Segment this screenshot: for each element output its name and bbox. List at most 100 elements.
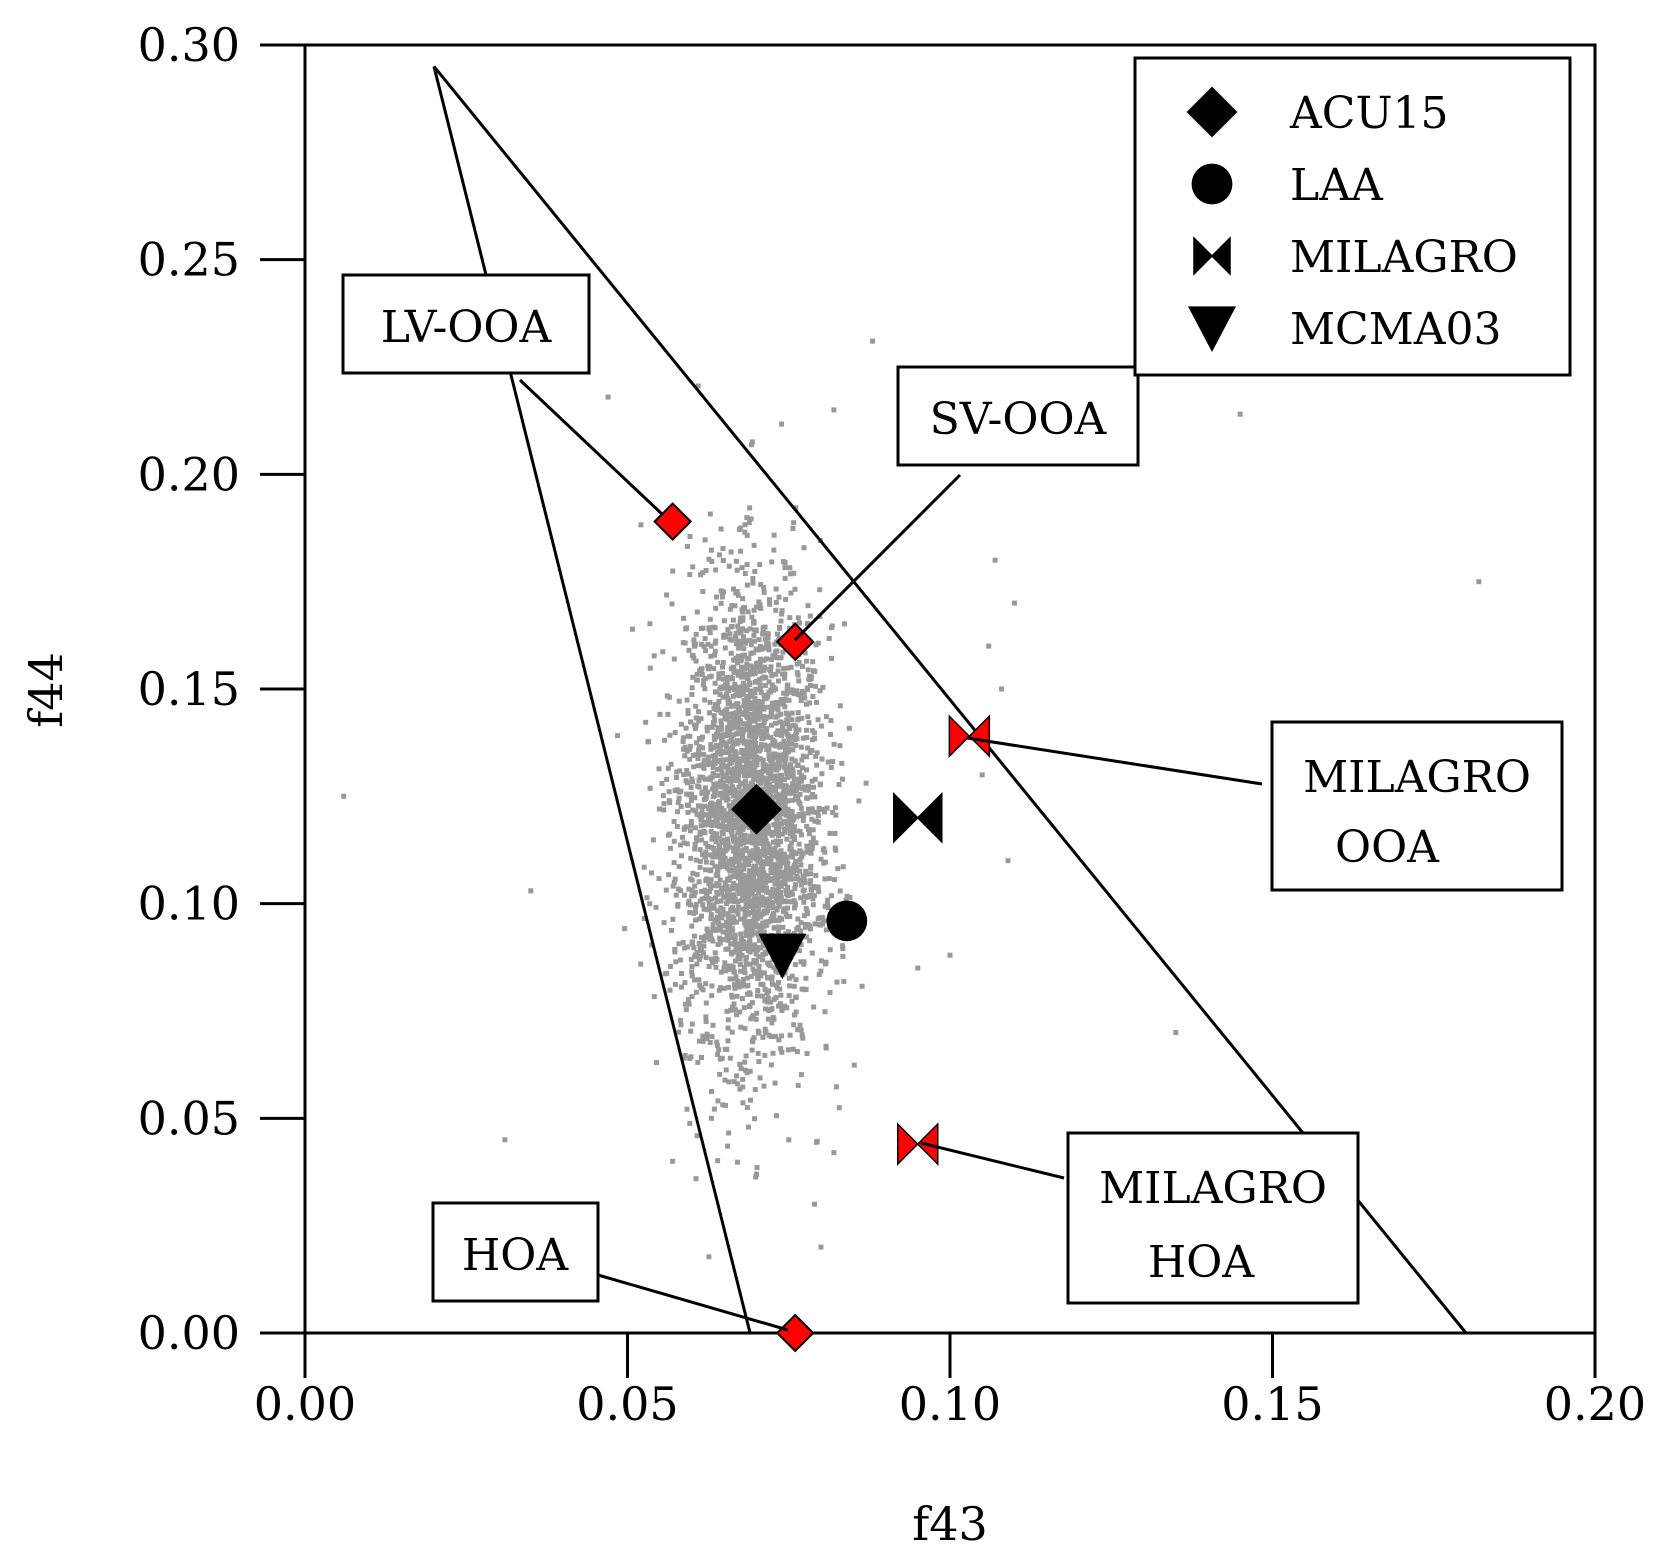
y-tick-label: 0.20 bbox=[138, 447, 240, 501]
cloud-point bbox=[778, 697, 784, 703]
cloud-point bbox=[718, 726, 724, 732]
cloud-point bbox=[774, 853, 780, 859]
cloud-point bbox=[748, 903, 754, 909]
cloud-point bbox=[808, 878, 814, 884]
cloud-point bbox=[796, 948, 802, 954]
cloud-point bbox=[788, 785, 794, 791]
cloud-point bbox=[738, 888, 744, 894]
cloud-point bbox=[738, 833, 744, 839]
cloud-point bbox=[766, 1032, 772, 1038]
cloud-point bbox=[775, 668, 781, 674]
cloud-point bbox=[718, 751, 724, 757]
cloud-point bbox=[791, 983, 797, 989]
cloud-point bbox=[791, 777, 797, 783]
cloud-point bbox=[789, 840, 795, 846]
cloud-point bbox=[772, 1080, 778, 1086]
cloud-point bbox=[749, 742, 755, 748]
cloud-point bbox=[784, 771, 790, 777]
cloud-point bbox=[689, 973, 695, 979]
cloud-point bbox=[765, 635, 771, 641]
cloud-point bbox=[806, 784, 811, 789]
cloud-point bbox=[745, 676, 751, 681]
cloud-point bbox=[808, 683, 813, 688]
cloud-point bbox=[739, 664, 744, 670]
cloud-point bbox=[750, 782, 756, 788]
cloud-point bbox=[748, 688, 753, 694]
cloud-point bbox=[739, 747, 745, 753]
cloud-point bbox=[701, 938, 707, 944]
cloud-point bbox=[740, 996, 745, 1002]
cloud-point bbox=[776, 662, 782, 668]
cloud-point bbox=[690, 807, 696, 813]
cloud-point bbox=[685, 809, 691, 815]
cloud-point bbox=[692, 883, 698, 889]
cloud-point bbox=[724, 675, 729, 680]
cloud-point bbox=[686, 886, 692, 892]
cloud-outlier bbox=[870, 338, 876, 344]
cloud-point bbox=[775, 758, 781, 764]
cloud-point bbox=[788, 762, 793, 768]
cloud-point bbox=[802, 787, 808, 793]
cloud-point bbox=[716, 671, 722, 677]
cloud-point bbox=[763, 838, 769, 844]
cloud-point bbox=[794, 828, 800, 834]
cloud-point bbox=[680, 735, 686, 741]
cloud-point bbox=[727, 928, 733, 934]
cloud-point bbox=[764, 900, 770, 906]
cloud-point bbox=[804, 849, 810, 855]
cloud-point bbox=[804, 871, 810, 877]
cloud-point bbox=[715, 854, 721, 860]
cloud-point bbox=[654, 1060, 659, 1066]
cloud-point bbox=[761, 970, 767, 976]
cloud-point bbox=[731, 775, 737, 781]
cloud-point bbox=[789, 998, 795, 1004]
cloud-point bbox=[704, 1031, 710, 1037]
series-markers bbox=[731, 783, 943, 980]
cloud-point bbox=[789, 851, 794, 856]
cloud-point bbox=[706, 674, 712, 680]
cloud-point bbox=[742, 838, 748, 844]
legend-marker-laa bbox=[1191, 163, 1233, 205]
cloud-point bbox=[768, 976, 774, 982]
cloud-point bbox=[750, 898, 756, 904]
cloud-point bbox=[704, 724, 710, 730]
cloud-point bbox=[800, 1035, 806, 1041]
cloud-point bbox=[798, 693, 804, 699]
cloud-outlier bbox=[502, 1137, 508, 1143]
cloud-point bbox=[814, 699, 819, 705]
cloud-point bbox=[792, 860, 798, 866]
cloud-point bbox=[735, 883, 741, 889]
cloud-point bbox=[780, 811, 785, 817]
cloud-point bbox=[712, 790, 718, 796]
cloud-point bbox=[711, 755, 717, 761]
cloud-point bbox=[720, 794, 726, 799]
cloud-point bbox=[782, 760, 788, 766]
cloud-point bbox=[760, 757, 766, 763]
cloud-point bbox=[726, 714, 732, 720]
cloud-point bbox=[757, 923, 763, 929]
cloud-point bbox=[706, 625, 712, 631]
cloud-point bbox=[737, 1061, 743, 1067]
hoa-callout-line bbox=[597, 1273, 789, 1332]
cloud-point bbox=[700, 902, 706, 908]
cloud-point bbox=[770, 839, 776, 845]
cloud-point bbox=[717, 927, 723, 933]
cloud-point bbox=[761, 720, 767, 725]
cloud-point bbox=[779, 831, 785, 837]
cloud-point bbox=[727, 898, 733, 904]
cloud-point bbox=[678, 788, 684, 794]
annotation-box bbox=[1270, 720, 1564, 892]
cloud-point bbox=[756, 778, 761, 784]
cloud-point bbox=[814, 750, 820, 756]
cloud-point bbox=[750, 580, 756, 586]
cloud-point bbox=[710, 922, 716, 928]
cloud-point bbox=[833, 847, 839, 853]
cloud-point bbox=[722, 645, 728, 651]
cloud-point bbox=[712, 811, 718, 817]
cloud-point bbox=[775, 899, 781, 905]
cloud-outlier bbox=[999, 686, 1005, 692]
cloud-point bbox=[720, 676, 726, 682]
cloud-point bbox=[761, 584, 767, 590]
cloud-point bbox=[790, 747, 796, 753]
cloud-point bbox=[758, 945, 763, 951]
